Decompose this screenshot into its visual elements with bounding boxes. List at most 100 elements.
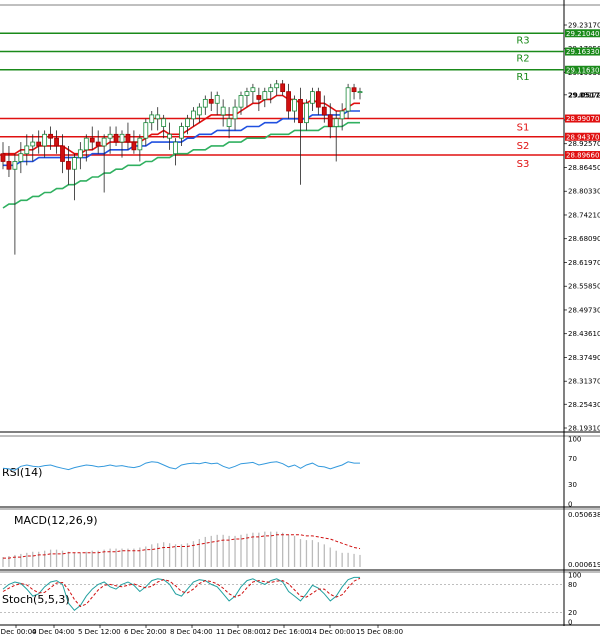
macd-pane: 0.050638 0.000619 MACD(12,26,9) (2, 511, 600, 569)
candle-body (113, 133, 119, 143)
time-tick-label: 14 Dec 00:00 (308, 628, 355, 636)
price-tick-label: 28.92570 (568, 140, 600, 148)
candle-body (298, 98, 303, 124)
time-tick-label: 3 Dec 00:00 (0, 628, 37, 636)
candle-body (24, 145, 30, 155)
time-tick-label: 5 Dec 12:00 (78, 628, 121, 636)
level-label-r3: R3 (516, 35, 529, 46)
level-tag-bg (565, 65, 600, 74)
level-tag-s1: 28.99070 (566, 115, 599, 123)
candle-body (345, 87, 351, 112)
candle-body (6, 161, 12, 170)
candle-body (304, 102, 309, 124)
candle-body (155, 114, 161, 120)
macd-label: MACD(12,26,9) (14, 514, 98, 527)
candle-body (149, 114, 155, 124)
candle-body (95, 141, 101, 147)
level-tag-r3: 29.21040 (566, 30, 599, 38)
candle-body (131, 141, 137, 151)
candle-body (54, 137, 59, 147)
rsi-tick-label: 70 (568, 455, 577, 463)
candle-body (244, 91, 250, 96)
price-tick-label: 28.86450 (568, 164, 600, 172)
candle-body (321, 106, 327, 116)
level-tag-bg (565, 114, 600, 123)
stoch-k-line (2, 576, 360, 611)
time-tick-label: 6 Dec 20:00 (124, 628, 167, 636)
stoch-tick-label: 80 (568, 581, 577, 589)
level-label-s3: S3 (517, 159, 530, 170)
time-tick-label: 8 Dec 04:00 (170, 628, 213, 636)
candle-body (208, 98, 214, 104)
candle-body (190, 110, 196, 120)
candle-body (280, 83, 286, 93)
candle-body (232, 106, 238, 120)
time-tick-label: 4 Dec 04:00 (32, 628, 75, 636)
price-axis: 29.2317029.1705029.1093029.0517228.98690… (564, 22, 600, 433)
candle-body (161, 118, 167, 127)
candle-body (101, 137, 107, 147)
level-label-s1: S1 (517, 123, 530, 134)
candle-body (66, 161, 71, 170)
candle-body (250, 87, 256, 93)
candle-body (262, 91, 268, 100)
candle-body (256, 95, 262, 100)
candles (0, 79, 363, 255)
candle-body (89, 137, 95, 143)
rsi-tick-label: 100 (568, 436, 581, 444)
price-tick-label: 28.49730 (568, 306, 600, 314)
time-tick-label: 11 Dec 08:00 (216, 628, 263, 636)
candle-body (167, 133, 173, 139)
candle-body (143, 122, 149, 139)
rsi-label: RSI(14) (2, 466, 42, 479)
level-tag-bg (565, 29, 600, 38)
price-tick-label: 28.74210 (568, 211, 600, 219)
candle-body (292, 98, 297, 112)
level-tag-s2: 28.94370 (566, 133, 599, 141)
rsi-tick-label: 0 (568, 501, 572, 509)
time-tick-label: 15 Dec 08:00 (356, 628, 403, 636)
candle-body (220, 106, 226, 116)
candle-body (173, 141, 178, 155)
level-tag-bg (565, 47, 600, 56)
current-price-label: 29.05172 (568, 91, 600, 99)
candle-body (333, 118, 339, 127)
macd-tick-label: 0.000619 (568, 561, 600, 569)
candle-body (309, 91, 315, 104)
candle-body (268, 87, 274, 93)
rsi-tick-label: 30 (568, 481, 577, 489)
candle-body (0, 153, 6, 162)
stoch-tick-label: 20 (568, 609, 577, 617)
pivot-levels: R3 29.21040 R2 29.16330 R1 29.11630 S1 28.99070… (0, 29, 600, 170)
level-tag-r1: 29.11630 (566, 66, 599, 74)
candle-body (12, 161, 18, 170)
stoch-tick-label: 100 (568, 572, 581, 580)
time-axis: 3 Dec 00:004 Dec 04:005 Dec 12:006 Dec 2… (0, 625, 403, 636)
candle-body (238, 95, 244, 108)
candle-body (315, 91, 321, 108)
candle-body (137, 137, 143, 151)
candle-body (339, 110, 345, 120)
price-tick-label: 28.43610 (568, 330, 600, 338)
candle-body (226, 118, 232, 127)
rsi-pane: 100 70 30 0 RSI(14) (2, 436, 581, 509)
candle-body (30, 141, 36, 147)
level-label-s2: S2 (517, 141, 530, 152)
pane-frames (0, 0, 600, 626)
stoch-d-line (2, 577, 361, 608)
level-tag-bg (565, 132, 600, 141)
stoch-tick-label: 0 (568, 619, 572, 627)
candle-body (351, 87, 357, 93)
candle-body (327, 114, 333, 127)
time-tick-label: 12 Dec 16:00 (262, 628, 309, 636)
price-tick-label: 29.23170 (568, 22, 600, 30)
candle-body (274, 83, 280, 89)
price-tick-label: 28.19310 (568, 425, 600, 433)
candle-body (185, 118, 190, 127)
price-tick-label: 28.68090 (568, 235, 600, 243)
candle-body (119, 133, 125, 143)
candle-body (202, 98, 208, 108)
candle-body (77, 149, 83, 158)
level-tag-r2: 29.16330 (566, 48, 599, 56)
